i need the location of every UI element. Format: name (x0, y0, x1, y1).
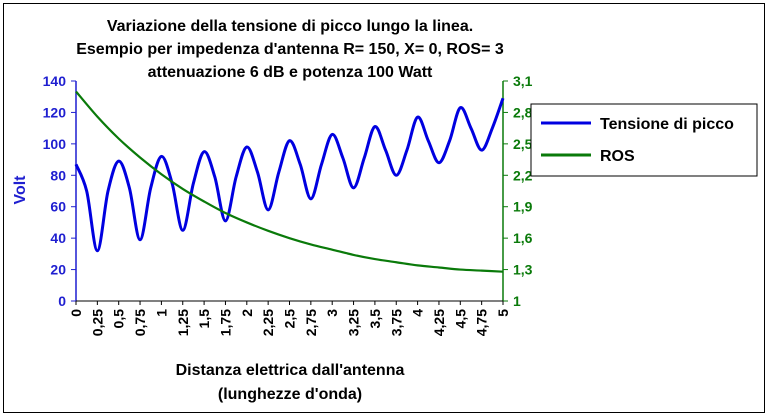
chart-legend: Tensione di picco ROS (530, 103, 758, 177)
y-axis-left-label: Volt (12, 175, 29, 205)
x-tick-label: 3 (324, 309, 340, 317)
x-tick-label: 1,25 (175, 309, 191, 336)
title-line-3: attenuazione 6 dB e potenza 100 Watt (148, 64, 433, 81)
x-tick-label: 4,25 (431, 309, 447, 336)
y-left-tick-label: 20 (50, 262, 66, 278)
x-tick-label: 0,5 (111, 309, 127, 329)
x-tick-label: 5 (495, 309, 511, 317)
y-right-tick-label: 2,2 (513, 167, 533, 183)
series-line-tensione-di-picco (74, 97, 505, 253)
y-left-tick-label: 60 (50, 199, 66, 215)
x-tick-label: 0,25 (89, 309, 105, 336)
y-right-tick-label: 2,8 (513, 104, 533, 120)
x-tick-label: 2 (239, 309, 255, 317)
y-right-tick-label: 2,5 (513, 136, 533, 152)
title-line-1: Variazione della tensione di picco lungo… (107, 18, 473, 35)
x-tick-label: 1,5 (196, 309, 212, 329)
series-line-ros (75, 90, 504, 273)
y-left-tick-label: 0 (58, 293, 66, 309)
x-tick-label: 2,25 (260, 309, 276, 336)
x-tick-label: 4,75 (474, 309, 490, 336)
y-right-tick-label: 1,6 (513, 230, 533, 246)
x-tick-label: 0,75 (132, 309, 148, 336)
y-right-tick-label: 1,9 (513, 199, 533, 215)
x-tick-label: 3,75 (388, 309, 404, 336)
x-tick-label: 2,75 (303, 309, 319, 336)
chart-frame (3, 3, 765, 413)
x-tick-label: 2,5 (282, 309, 298, 329)
x-tick-label: 3,5 (367, 309, 383, 329)
x-tick-label: 1,75 (217, 309, 233, 336)
y-left-tick-label: 40 (50, 230, 66, 246)
title-line-2: Esempio per impedenza d'antenna R= 150, … (76, 41, 504, 58)
y-right-tick-label: 1 (513, 293, 521, 309)
y-left-tick-label: 140 (43, 73, 67, 89)
chart-title: Variazione della tensione di picco lungo… (76, 18, 504, 81)
plot-area: 02040608010012014011,31,61,92,22,52,83,1… (43, 73, 533, 336)
x-tick-label: 0 (68, 309, 84, 317)
legend-label-tensione: Tensione di picco (600, 116, 734, 133)
x-axis-label-line-2: (lunghezze d'onda) (218, 386, 362, 403)
x-tick-label: 4 (410, 309, 426, 317)
x-axis-label-line-1: Distanza elettrica dall'antenna (176, 362, 405, 379)
x-tick-label: 1 (153, 309, 169, 317)
y-left-tick-label: 100 (43, 136, 67, 152)
y-right-tick-label: 1,3 (513, 262, 533, 278)
x-tick-label: 4,5 (452, 309, 468, 329)
x-tick-label: 3,25 (346, 309, 362, 336)
legend-box (530, 103, 758, 177)
y-left-tick-label: 120 (43, 104, 67, 120)
legend-label-ros: ROS (600, 148, 635, 165)
y-right-tick-label: 3,1 (513, 73, 533, 89)
y-left-tick-label: 80 (50, 167, 66, 183)
